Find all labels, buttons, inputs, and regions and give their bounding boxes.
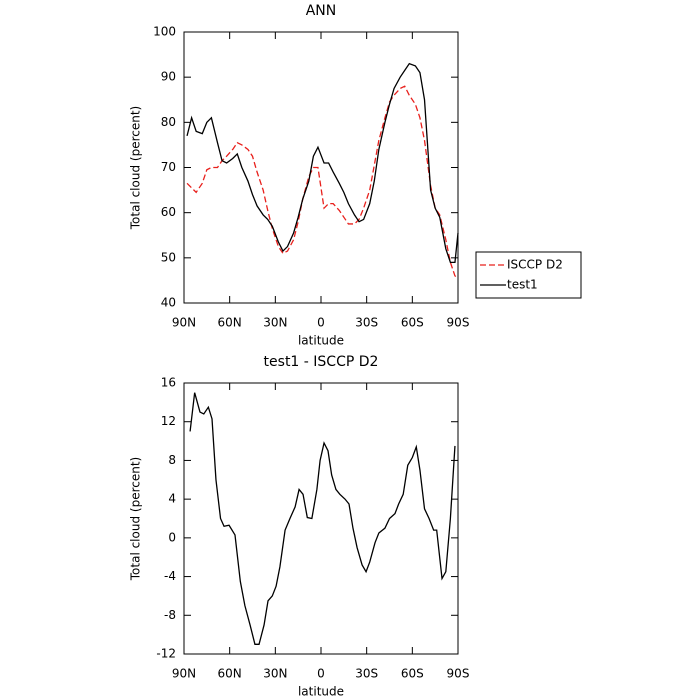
x-tick-label: 0 (317, 316, 325, 330)
x-tick-label: 60S (401, 316, 424, 330)
x-tick-label: 0 (317, 667, 325, 681)
x-tick-label: 30S (355, 316, 378, 330)
y-tick-label: 0 (168, 530, 176, 544)
legend-box (475, 251, 582, 299)
plot-frame (183, 31, 459, 304)
y-tick-label: 70 (161, 160, 176, 174)
x-tick-label: 90N (172, 667, 196, 681)
x-tick-label: 90S (447, 316, 470, 330)
data-line (186, 62, 459, 263)
y-tick-label: 8 (168, 453, 176, 467)
y-tick-label: -8 (164, 608, 176, 622)
chart-title: ANN (306, 3, 337, 19)
y-axis-label: Total cloud (percent) (129, 457, 143, 581)
y-tick-label: 40 (161, 296, 176, 310)
y-tick-label: 90 (161, 70, 176, 84)
plot-frame (183, 382, 459, 655)
y-tick-label: 12 (161, 414, 176, 428)
x-tick-label: 30N (263, 316, 287, 330)
x-tick-label: 90S (447, 667, 470, 681)
legend-label: test1 (507, 278, 538, 292)
x-tick-label: 60N (218, 667, 242, 681)
data-line (186, 85, 459, 279)
x-tick-label: 30N (263, 667, 287, 681)
y-tick-label: 4 (168, 492, 176, 506)
x-axis-label: latitude (298, 334, 344, 348)
x-tick-label: 60S (401, 667, 424, 681)
y-tick-label: 50 (161, 250, 176, 264)
y-tick-label: 16 (161, 376, 176, 390)
x-tick-label: 60N (218, 316, 242, 330)
y-axis-label: Total cloud (percent) (129, 106, 143, 230)
y-tick-label: 80 (161, 115, 176, 129)
x-axis-label: latitude (298, 685, 344, 699)
y-tick-label: 60 (161, 205, 176, 219)
x-tick-label: 90N (172, 316, 196, 330)
legend-label: ISCCP D2 (507, 258, 563, 272)
y-tick-label: -4 (164, 569, 176, 583)
y-tick-label: 100 (153, 25, 176, 39)
chart-title: test1 - ISCCP D2 (264, 354, 379, 370)
y-tick-label: -12 (156, 647, 176, 661)
data-line (189, 392, 456, 645)
x-tick-label: 30S (355, 667, 378, 681)
